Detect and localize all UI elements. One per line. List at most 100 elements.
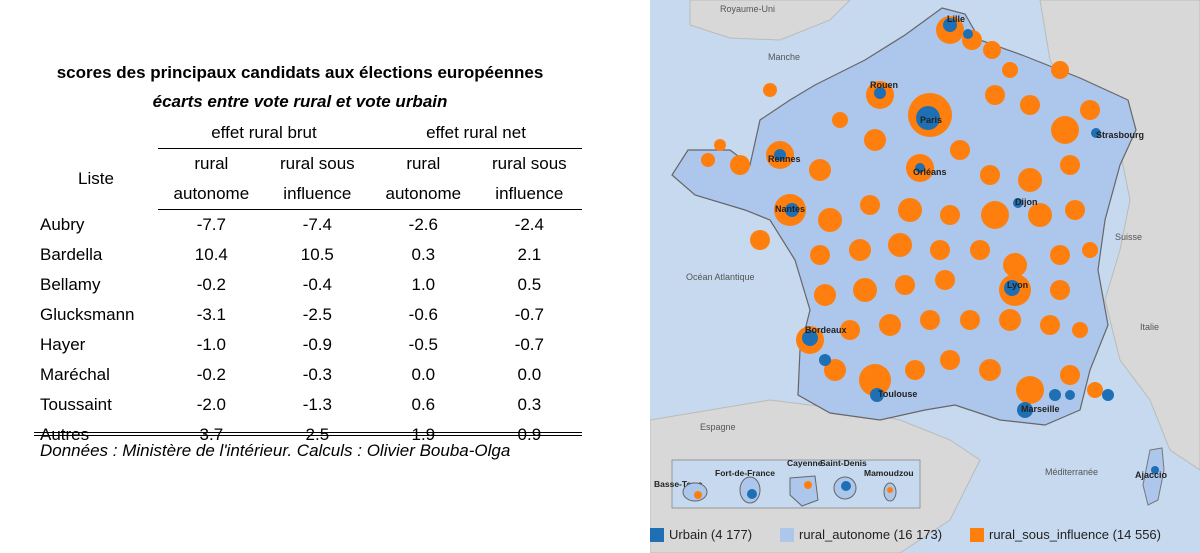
rural-sous-influence-patch [970,240,990,260]
cell-value: -0.7 [514,335,544,354]
row-label: Bellamy [40,275,101,294]
inset-label-mamoudzou: Mamoudzou [864,468,914,478]
table-bottom-rule-2 [34,435,582,436]
rural-sous-influence-patch [859,364,891,396]
row-label: Glucksmann [40,305,135,324]
city-label-toulouse: Toulouse [878,389,917,399]
rural-sous-influence-patch [1016,376,1044,404]
col-header-4-line2: influence [476,179,582,210]
rural-sous-influence-patch [1080,100,1100,120]
cell-value: -0.5 [408,335,438,354]
legend-swatch-rural-autonome [780,527,794,542]
rural-sous-influence-patch [810,245,830,265]
cell-value: -2.4 [514,215,544,234]
rural-sous-influence-patch [1082,242,1098,258]
cell-value: 0.0 [517,365,542,384]
rural-sous-influence-patch [1003,253,1027,277]
urban-patch [1065,390,1075,400]
cell-value: -1.3 [302,395,332,414]
urban-patch [1049,389,1061,401]
cell-value: 1.0 [411,275,436,294]
rural-sous-influence-patch [1028,203,1052,227]
legend-label-rural-autonome: rural_autonome (16 173) [799,527,943,542]
label-ocean-atlantique: Océan Atlantique [686,272,755,282]
cell-value: -2.5 [302,305,332,324]
table-bottom-rule-1 [34,432,582,433]
cell-value: -7.7 [196,215,226,234]
inset-spot [804,481,812,489]
legend-swatch-urbain [650,527,664,542]
rural-sous-influence-patch [701,153,715,167]
rural-sous-influence-patch [930,240,950,260]
urban-patch [819,354,831,366]
rural-sous-influence-areas [701,16,1103,404]
rural-sous-influence-patch [960,310,980,330]
city-label-strasbourg: Strasbourg [1096,130,1144,140]
group-header-brut: effet rural brut [158,118,370,149]
rural-sous-influence-patch [1020,95,1040,115]
inset-label-saint-denis: Saint-Denis [820,458,867,468]
rural-sous-influence-patch [750,230,770,250]
cell-value: -2.0 [196,395,226,414]
inset-spot [747,489,757,499]
scores-table: effet rural brut effet rural net Liste r… [34,118,582,450]
rural-sous-influence-patch [860,195,880,215]
city-label-rouen: Rouen [870,80,898,90]
cell-value: 1.9 [411,425,436,444]
cell-value: 10.4 [194,245,228,264]
col-header-2-line1: rural sous [280,154,355,173]
legend-label-rural-sous-influence: rural_sous_influence (14 556) [989,527,1161,542]
city-label-ajaccio: Ajaccio [1135,470,1168,480]
city-label-nantes: Nantes [775,204,805,214]
table-row: Bellamy -0.2 -0.4 1.0 0.5 [34,270,582,300]
rural-sous-influence-patch [840,320,860,340]
label-espagne: Espagne [700,422,736,432]
rural-sous-influence-patch [714,139,726,151]
city-label-bordeaux: Bordeaux [805,325,847,335]
col-header-3-line2: autonome [369,179,477,210]
cell-value: -0.2 [196,365,226,384]
inset-label-fort-de-france: Fort-de-France [715,468,775,478]
rural-sous-influence-patch [895,275,915,295]
cell-value: -0.7 [514,305,544,324]
cell-value: -1.0 [196,335,226,354]
rural-sous-influence-patch [983,41,1001,59]
urban-patch [870,388,884,402]
legend-item-urbain: Urbain (4 177) [650,527,752,542]
rural-sous-influence-patch [905,360,925,380]
rural-sous-influence-patch [763,83,777,97]
rural-sous-influence-patch [980,165,1000,185]
group-header-net: effet rural net [369,118,582,149]
rural-sous-influence-patch [1065,200,1085,220]
inset-guadeloupe [682,482,708,502]
cell-value: -0.6 [408,305,438,324]
label-royaume-uni: Royaume-Uni [720,4,775,14]
rural-sous-influence-patch [1051,116,1079,144]
city-label-dijon: Dijon [1015,197,1038,207]
cell-value: -2.6 [408,215,438,234]
city-label-lille: Lille [947,14,965,24]
col-header-4-line1: rural sous [492,154,567,173]
rural-sous-influence-patch [985,85,1005,105]
rural-sous-influence-patch [981,201,1009,229]
legend-item-rural-sous-influence: rural_sous_influence (14 556) [970,527,1161,542]
row-label: Aubry [40,214,85,234]
rural-sous-influence-patch [824,359,846,381]
cell-value: 10.5 [300,245,334,264]
col-header-1-line1: rural [194,154,229,173]
city-label-paris: Paris [920,115,942,125]
rural-sous-influence-patch [730,155,750,175]
overseas-insets: Basse-Terre Fort-de-France Cayenne Saint… [654,458,921,509]
urban-patch [1017,402,1033,418]
rural-sous-influence-patch [864,129,886,151]
legend-item-rural-autonome: rural_autonome (16 173) [780,527,942,542]
cell-value: 0.9 [517,425,542,444]
rural-sous-influence-patch [832,112,848,128]
legend-label-urbain: Urbain (4 177) [669,527,753,542]
urban-patch [963,29,973,39]
cell-value: 0.3 [411,245,436,264]
col-header-2-line2: influence [264,179,370,210]
cell-value: -0.2 [196,275,226,294]
rural-sous-influence-patch [1087,382,1103,398]
cell-value: 0.3 [517,395,542,414]
